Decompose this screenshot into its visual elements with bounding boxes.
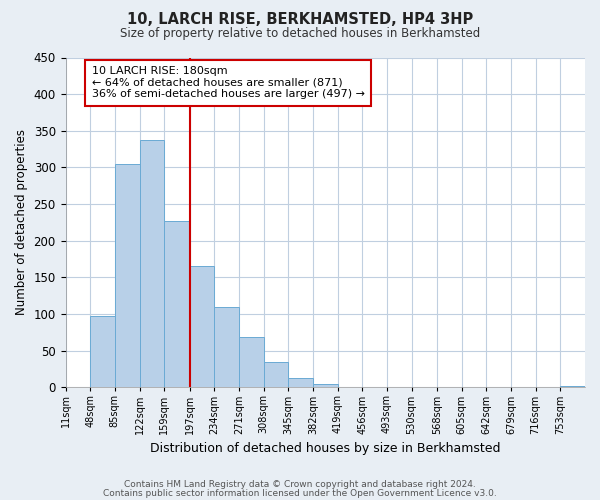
Bar [164,221,190,388]
Text: 10, LARCH RISE, BERKHAMSTED, HP4 3HP: 10, LARCH RISE, BERKHAMSTED, HP4 3HP [127,12,473,28]
Bar [560,386,585,388]
Y-axis label: Number of detached properties: Number of detached properties [15,130,28,316]
Text: Size of property relative to detached houses in Berkhamsted: Size of property relative to detached ho… [120,28,480,40]
Bar [214,308,239,388]
Bar [263,362,288,388]
Bar [313,384,338,388]
Bar [288,378,313,388]
X-axis label: Distribution of detached houses by size in Berkhamsted: Distribution of detached houses by size … [150,442,500,455]
Bar [239,337,263,388]
Bar [140,140,164,388]
Bar [190,266,214,388]
Text: 10 LARCH RISE: 180sqm
← 64% of detached houses are smaller (871)
36% of semi-det: 10 LARCH RISE: 180sqm ← 64% of detached … [92,66,365,100]
Bar [90,316,115,388]
Text: Contains public sector information licensed under the Open Government Licence v3: Contains public sector information licen… [103,488,497,498]
Bar [115,164,140,388]
Text: Contains HM Land Registry data © Crown copyright and database right 2024.: Contains HM Land Registry data © Crown c… [124,480,476,489]
